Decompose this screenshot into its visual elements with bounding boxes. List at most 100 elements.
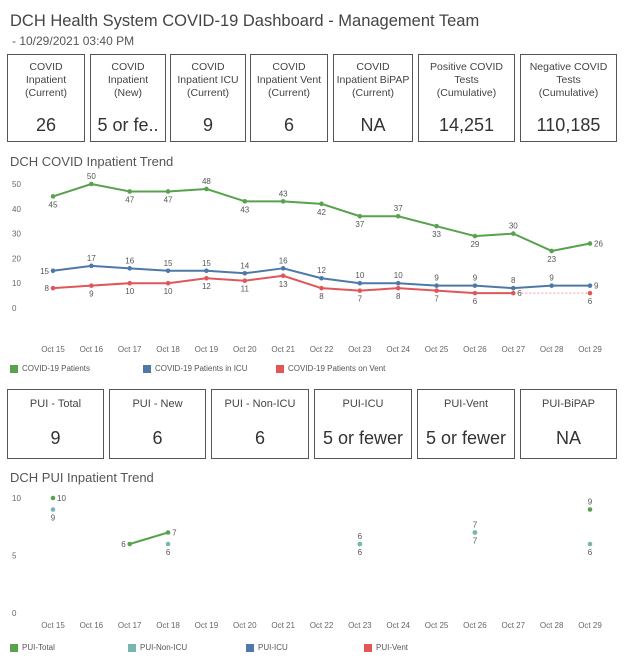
series-line-segment (52, 264, 92, 272)
series-line-segment (512, 232, 553, 252)
series-line-segment (282, 274, 322, 290)
kpi-label: COVID Inpatient BiPAP (Current) (336, 61, 410, 99)
pui-trend-title: DCH PUI Inpatient Trend (10, 470, 154, 485)
data-label: 9 (473, 274, 478, 283)
x-tick-label: Oct 18 (156, 345, 180, 354)
series-line-segment (398, 287, 437, 292)
data-label: 7 (434, 295, 439, 304)
covid-trend-title: DCH COVID Inpatient Trend (10, 154, 174, 169)
kpi-value: 14,251 (438, 115, 495, 135)
data-label: 43 (279, 189, 288, 198)
pui-inpatient-trend-chart: 0 5 10 Oct 15 Oct 16 Oct 17 Oct 18 Oct 19 Oct 20… (12, 494, 602, 630)
data-label: 8 (396, 292, 401, 301)
kpi-pui-non-icu: PUI - Non-ICU 6 (211, 389, 309, 459)
series-line-segment (513, 284, 552, 290)
data-label: 7 (473, 521, 478, 530)
covid-trend-legend: COVID-19 Patients COVID-19 Patients in I… (10, 364, 610, 376)
kpi-label: COVID Inpatient (New) (107, 61, 149, 99)
data-label: 6 (517, 289, 522, 298)
legend-item-pui-total: PUI-Total (10, 643, 55, 652)
data-point (549, 248, 554, 254)
data-point (50, 268, 56, 274)
x-tick-label: Oct 22 (310, 621, 334, 630)
legend-label: COVID-19 Patients on Vent (288, 364, 386, 373)
data-label: 30 (509, 222, 518, 231)
kpi-label: COVID Inpatient (Current) (24, 61, 67, 99)
data-point (587, 283, 593, 288)
data-point (127, 541, 133, 547)
data-point (357, 288, 363, 293)
data-label: 10 (355, 271, 364, 280)
data-point (395, 280, 401, 286)
data-point (242, 278, 248, 284)
x-tick-label: Oct 16 (80, 621, 104, 630)
x-tick-label: Oct 21 (271, 621, 295, 630)
kpi-pui-new: PUI - New 6 (109, 389, 206, 459)
data-point (357, 541, 363, 547)
y-tick-label: 20 (12, 254, 21, 263)
series-line-segment (551, 242, 591, 252)
data-point (357, 213, 363, 219)
data-point (549, 283, 554, 288)
data-point (319, 275, 324, 281)
kpi-label: Positive COVID Tests (Cumulative) (430, 61, 503, 99)
data-label: 7 (473, 537, 478, 546)
data-label: 14 (240, 261, 249, 270)
legend-label: PUI-ICU (258, 643, 288, 652)
data-label: 10 (394, 271, 403, 280)
legend-label: PUI-Vent (376, 643, 409, 652)
data-label: 15 (202, 259, 211, 268)
x-tick-label: Oct 29 (578, 345, 602, 354)
series-line-segment (167, 277, 207, 285)
kpi-pui-icu: PUI-ICU 5 or fewer (314, 389, 412, 459)
data-label: 8 (45, 284, 50, 293)
series-line-segment (244, 274, 284, 282)
series-line-segment (52, 284, 92, 290)
x-tick-label: Oct 15 (41, 345, 65, 354)
kpi-value: 110,185 (536, 115, 601, 135)
x-tick-label: Oct 16 (80, 345, 104, 354)
kpi-label: PUI-Vent (443, 398, 489, 410)
kpi-value: 5 or fewer (322, 428, 404, 448)
data-point (319, 201, 324, 207)
data-point (165, 541, 171, 547)
series-line-segment (91, 183, 130, 193)
y-tick-label: 0 (12, 304, 17, 313)
series-line-segment (168, 187, 207, 193)
data-point (319, 285, 324, 291)
kpi-positive-tests: Positive COVID Tests (Cumulative) 14,251 (418, 54, 515, 142)
kpi-label: PUI - Total (29, 398, 82, 410)
data-label: 9 (89, 290, 94, 299)
data-point (510, 285, 516, 291)
x-tick-label: Oct 19 (195, 345, 219, 354)
kpi-value: NA (360, 115, 386, 135)
data-label: 10 (57, 494, 66, 503)
x-tick-label: Oct 19 (195, 621, 219, 630)
data-point (472, 233, 478, 239)
data-label: 42 (317, 208, 326, 217)
data-label: 7 (358, 295, 363, 304)
kpi-value: 9 (202, 115, 213, 135)
data-label: 15 (40, 267, 49, 276)
data-label: 15 (164, 259, 173, 268)
data-label: 8 (511, 276, 516, 285)
data-label: 6 (358, 548, 363, 557)
data-label: 26 (594, 240, 603, 249)
data-point (242, 199, 248, 204)
x-tick-label: Oct 26 (463, 345, 487, 354)
x-tick-label: Oct 22 (310, 345, 334, 354)
data-point (204, 275, 209, 281)
series-line-segment (398, 282, 437, 287)
kpi-covid-inpatient-current: COVID Inpatient (Current) 26 (7, 54, 85, 142)
data-point (472, 530, 478, 535)
series-line-segment (283, 200, 322, 205)
data-label: 23 (547, 255, 556, 264)
legend-item-covid-vent: COVID-19 Patients on Vent (276, 364, 385, 373)
x-tick-label: Oct 17 (118, 621, 142, 630)
x-tick-label: Oct 20 (233, 345, 257, 354)
series-line-segment (129, 531, 169, 545)
data-point (50, 285, 56, 291)
kpi-label: PUI-ICU (342, 398, 384, 410)
data-point (510, 231, 516, 236)
x-tick-label: Oct 25 (425, 621, 449, 630)
